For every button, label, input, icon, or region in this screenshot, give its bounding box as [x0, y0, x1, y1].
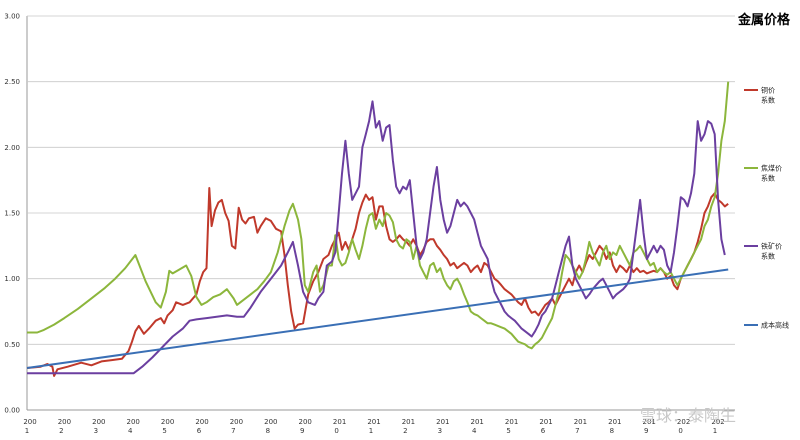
x-tick-label: 3 — [438, 427, 442, 435]
x-tick-label: 7 — [231, 427, 235, 435]
legend-label: 系数 — [761, 174, 775, 183]
x-tick-label: 0 — [334, 427, 338, 435]
x-tick-label: 201 — [505, 418, 518, 426]
x-tick-label: 2 — [59, 427, 63, 435]
legend-label: 焦煤价 — [761, 164, 782, 173]
x-tick-label: 4 — [472, 427, 477, 435]
grid — [26, 15, 735, 411]
y-tick-label: 1.50 — [4, 210, 20, 218]
x-tick-label: 8 — [266, 427, 270, 435]
x-tick-label: 202 — [677, 418, 690, 426]
x-tick-label: 201 — [333, 418, 346, 426]
x-tick-label: 201 — [402, 418, 415, 426]
x-tick-label: 201 — [574, 418, 587, 426]
x-tick-label: 201 — [436, 418, 449, 426]
x-tick-label: 7 — [575, 427, 579, 435]
x-tick-label: 200 — [23, 418, 36, 426]
x-tick-label: 9 — [300, 427, 304, 435]
x-tick-label: 6 — [197, 427, 202, 435]
x-tick-label: 9 — [644, 427, 648, 435]
legend-label: 铁矿价 — [761, 242, 782, 251]
x-tick-label: 4 — [128, 427, 133, 435]
x-tick-label: 1 — [713, 427, 717, 435]
legend-label: 成本高线 — [761, 321, 789, 330]
series-line-1 — [27, 81, 730, 350]
x-tick-label: 202 — [711, 418, 724, 426]
x-tick-label: 200 — [161, 418, 174, 426]
y-tick-label: 0.00 — [4, 407, 20, 415]
x-tick-label: 1 — [25, 427, 29, 435]
x-tick-label: 6 — [541, 427, 546, 435]
x-tick-label: 200 — [195, 418, 208, 426]
y-axis: 0.00 0.50 1.00 1.50 2.00 2.50 3.00 — [4, 13, 20, 415]
x-tick-label: 200 — [230, 418, 243, 426]
series-line-0 — [26, 187, 729, 377]
watermark: 雪球：泰陶生 — [640, 406, 736, 425]
legend-label: 系数 — [761, 252, 775, 261]
x-tick-label: 201 — [367, 418, 380, 426]
x-tick-label: 0 — [678, 427, 682, 435]
x-tick-label: 200 — [264, 418, 277, 426]
series-line-3 — [26, 268, 729, 369]
x-axis: 2001200220032004200520062007200820092010… — [23, 418, 724, 435]
x-tick-label: 8 — [610, 427, 614, 435]
x-tick-label: 201 — [608, 418, 621, 426]
y-tick-label: 3.00 — [4, 13, 20, 21]
series-group — [26, 81, 730, 377]
x-tick-label: 201 — [539, 418, 552, 426]
x-tick-label: 2 — [403, 427, 407, 435]
legend-label: 铜价 — [761, 86, 775, 95]
x-tick-label: 200 — [58, 418, 71, 426]
x-tick-label: 5 — [506, 427, 510, 435]
legend-label: 系数 — [761, 96, 775, 105]
x-tick-label: 3 — [94, 427, 98, 435]
series-line-2 — [27, 100, 726, 375]
x-tick-label: 200 — [127, 418, 140, 426]
x-tick-label: 1 — [369, 427, 373, 435]
y-tick-label: 0.50 — [4, 341, 20, 349]
x-tick-label: 200 — [299, 418, 312, 426]
y-tick-label: 2.50 — [4, 78, 20, 86]
y-tick-label: 2.00 — [4, 144, 20, 152]
x-tick-label: 201 — [471, 418, 484, 426]
chart-title: 金属价格 — [737, 12, 791, 28]
y-tick-label: 1.00 — [4, 275, 20, 283]
x-tick-label: 200 — [92, 418, 105, 426]
x-tick-label: 201 — [643, 418, 656, 426]
x-tick-label: 5 — [162, 427, 166, 435]
